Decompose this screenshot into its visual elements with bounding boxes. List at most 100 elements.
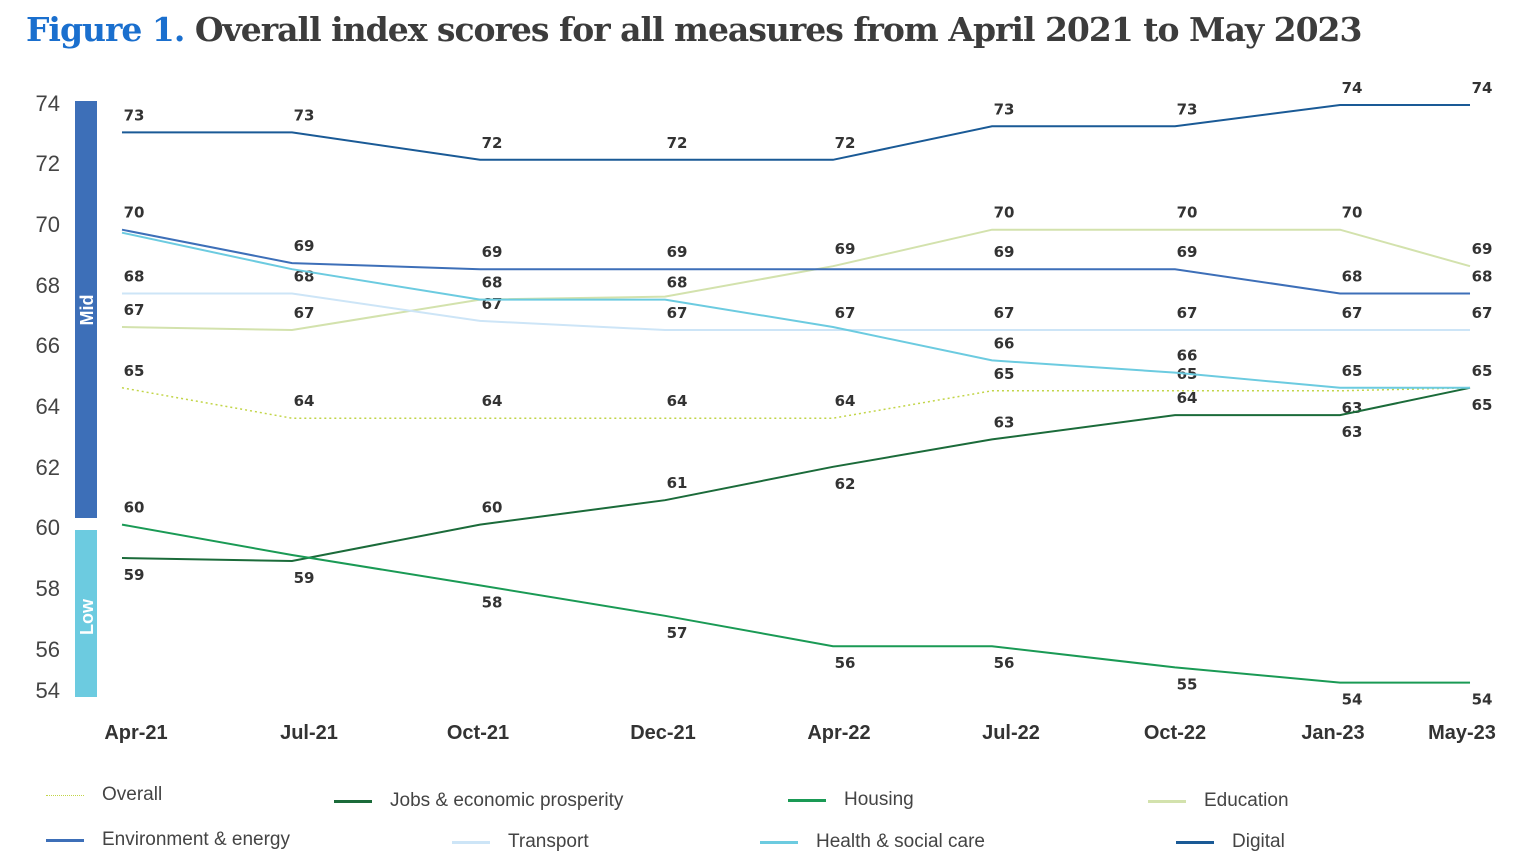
data-label: 64 bbox=[835, 392, 856, 410]
x-tick-label: Jul-21 bbox=[280, 722, 338, 744]
data-label: 61 bbox=[667, 474, 688, 492]
band-label: Low bbox=[77, 598, 97, 635]
data-label: 68 bbox=[667, 274, 688, 292]
x-tick-label: Apr-21 bbox=[104, 722, 167, 744]
x-tick-label: Oct-22 bbox=[1144, 722, 1206, 744]
series-line-education bbox=[121, 228, 1471, 332]
data-label: 64 bbox=[294, 392, 315, 410]
legend-swatch bbox=[1176, 840, 1214, 844]
data-label: 70 bbox=[994, 204, 1015, 222]
data-label: 74 bbox=[1472, 79, 1493, 97]
y-tick-label: 54 bbox=[36, 678, 60, 703]
data-label: 68 bbox=[1472, 268, 1493, 286]
data-label: 68 bbox=[1342, 268, 1363, 286]
legend-swatch bbox=[46, 794, 84, 796]
data-label: 60 bbox=[482, 499, 503, 517]
data-label: 69 bbox=[994, 243, 1015, 261]
series-line-jobs-economic-prosperity bbox=[121, 386, 1471, 563]
legend-swatch bbox=[760, 840, 798, 844]
figure-number: Figure 1. bbox=[26, 10, 185, 49]
data-label: 67 bbox=[124, 301, 145, 319]
y-tick-label: 62 bbox=[36, 455, 60, 480]
y-tick-label: 58 bbox=[36, 576, 60, 601]
y-tick-label: 56 bbox=[36, 637, 60, 662]
data-label: 67 bbox=[1472, 304, 1493, 322]
series-line-health-social-care bbox=[121, 231, 1470, 389]
data-label: 59 bbox=[294, 569, 315, 587]
legend-label: Transport bbox=[508, 831, 589, 852]
series-line-housing bbox=[121, 523, 1470, 684]
x-tick-label: Jan-23 bbox=[1301, 722, 1364, 744]
data-label: 67 bbox=[994, 304, 1015, 322]
x-tick-label: Apr-22 bbox=[807, 722, 870, 744]
data-label: 73 bbox=[124, 106, 145, 124]
y-tick-label: 74 bbox=[36, 91, 60, 116]
chart-title: Figure 1. Overall index scores for all m… bbox=[26, 10, 1363, 49]
data-label: 65 bbox=[1472, 362, 1493, 380]
band-label: Mid bbox=[77, 295, 97, 326]
data-label: 54 bbox=[1472, 691, 1493, 709]
data-label: 63 bbox=[1342, 423, 1363, 441]
data-label: 73 bbox=[994, 100, 1015, 118]
figure-title-text: Overall index scores for all measures fr… bbox=[194, 10, 1363, 49]
legend-label: Jobs & economic prosperity bbox=[390, 790, 624, 811]
data-label: 70 bbox=[1177, 204, 1198, 222]
y-tick-label: 70 bbox=[36, 212, 60, 237]
legend-item: Jobs & economic prosperity bbox=[334, 790, 623, 812]
data-label: 55 bbox=[1177, 675, 1198, 693]
data-label: 60 bbox=[124, 499, 145, 517]
legend-label: Housing bbox=[844, 789, 914, 810]
data-label: 70 bbox=[1342, 204, 1363, 222]
data-label: 59 bbox=[124, 566, 145, 584]
series-line-digital bbox=[122, 104, 1470, 161]
y-tick-label: 64 bbox=[36, 394, 60, 419]
data-label: 67 bbox=[835, 304, 856, 322]
data-label: 68 bbox=[124, 268, 145, 286]
data-label: 72 bbox=[482, 134, 503, 152]
data-label: 73 bbox=[1177, 100, 1198, 118]
legend-label: Overall bbox=[102, 784, 163, 805]
legend-label: Environment & energy bbox=[102, 829, 290, 850]
data-label: 72 bbox=[835, 134, 856, 152]
data-label: 66 bbox=[1177, 347, 1198, 365]
legend-swatch bbox=[788, 798, 826, 802]
legend-item: Health & social care bbox=[760, 831, 985, 853]
data-label: 56 bbox=[994, 654, 1015, 672]
legend-label: Health & social care bbox=[816, 831, 985, 852]
data-label: 67 bbox=[294, 304, 315, 322]
legend-label: Digital bbox=[1232, 831, 1285, 852]
data-label: 69 bbox=[835, 240, 856, 258]
data-label: 54 bbox=[1342, 691, 1363, 709]
data-label: 69 bbox=[482, 243, 503, 261]
data-label: 67 bbox=[1342, 304, 1363, 322]
data-label: 58 bbox=[482, 593, 503, 611]
data-label: 56 bbox=[835, 654, 856, 672]
y-tick-label: 66 bbox=[36, 333, 60, 358]
data-label: 57 bbox=[667, 624, 688, 642]
data-label: 69 bbox=[667, 243, 688, 261]
data-label: 63 bbox=[994, 413, 1015, 431]
data-label: 65 bbox=[994, 365, 1015, 383]
data-label: 65 bbox=[1472, 396, 1493, 414]
legend-item: Education bbox=[1148, 790, 1289, 812]
legend-swatch bbox=[1148, 799, 1186, 803]
data-label: 67 bbox=[1177, 304, 1198, 322]
series-line-environment-energy bbox=[121, 228, 1470, 295]
x-tick-label: Oct-21 bbox=[447, 722, 509, 744]
data-label: 65 bbox=[124, 362, 145, 380]
data-label: 62 bbox=[835, 475, 856, 493]
data-label: 66 bbox=[994, 334, 1015, 352]
data-label: 64 bbox=[482, 392, 503, 410]
x-tick-label: Dec-21 bbox=[630, 722, 696, 744]
x-tick-label: May-23 bbox=[1428, 722, 1496, 744]
data-label: 64 bbox=[667, 392, 688, 410]
legend-swatch bbox=[452, 840, 490, 844]
legend-label: Education bbox=[1204, 790, 1289, 811]
legend-item: Digital bbox=[1176, 831, 1285, 853]
data-label: 69 bbox=[294, 237, 315, 255]
data-label: 69 bbox=[1472, 240, 1493, 258]
y-tick-label: 72 bbox=[36, 151, 60, 176]
data-label: 67 bbox=[482, 295, 503, 313]
y-tick-label: 60 bbox=[36, 515, 60, 540]
